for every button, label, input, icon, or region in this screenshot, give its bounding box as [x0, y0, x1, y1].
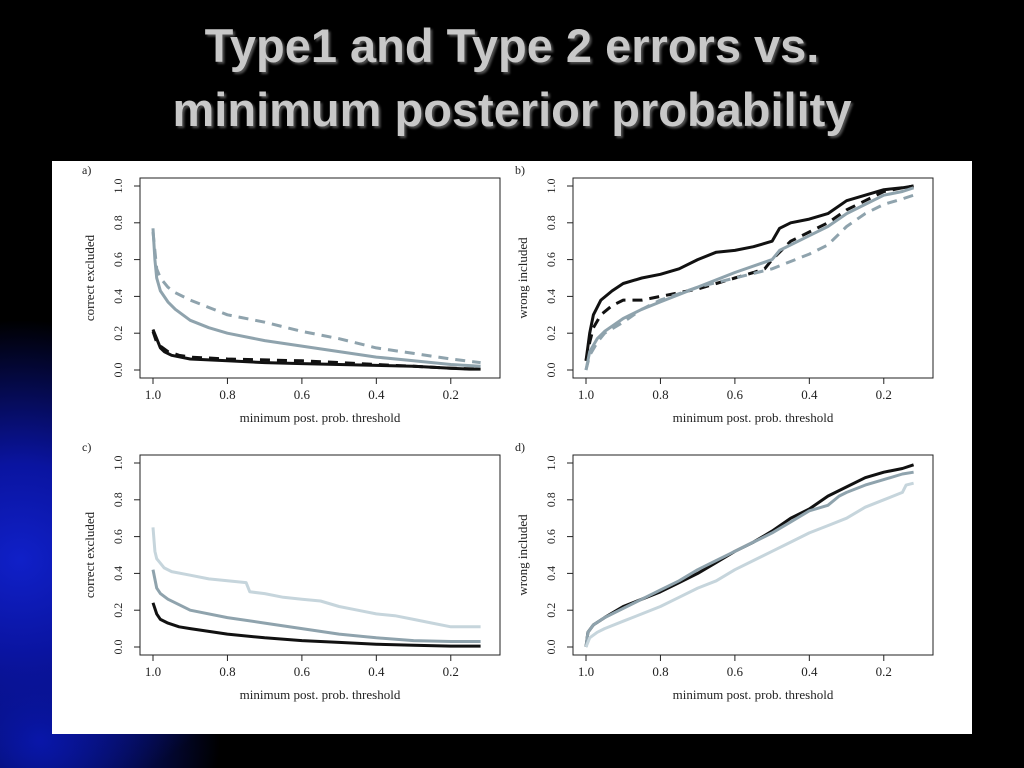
y-tick-label: 0.6 [544, 252, 558, 267]
y-tick-label: 0.2 [544, 326, 558, 341]
y-tick-label: 0.4 [544, 289, 558, 304]
y-tick-label: 0.8 [544, 215, 558, 230]
plot-frame [572, 177, 934, 379]
slide-title: Type1 and Type 2 errors vs. minimum post… [0, 14, 1024, 142]
y-tick-label: 0.2 [544, 603, 558, 618]
x-tick-label: 0.4 [801, 664, 818, 679]
y-axis-label: correct excluded [82, 511, 97, 598]
series-line [151, 527, 481, 629]
series-line [584, 193, 915, 371]
x-tick-label: 0.8 [219, 664, 235, 679]
x-tick-label: 1.0 [145, 387, 161, 402]
series-line [584, 470, 914, 648]
y-tick-label: 0.8 [111, 492, 125, 507]
x-axis-label: minimum post. prob. threshold [673, 687, 834, 702]
y-tick-label: 0.2 [111, 603, 125, 618]
y-tick-label: 0.4 [544, 566, 558, 581]
x-tick-label: 0.4 [368, 387, 385, 402]
x-tick-label: 0.6 [727, 664, 744, 679]
y-axis-label: wrong included [515, 237, 530, 319]
series-line [584, 184, 914, 362]
x-axis-label: minimum post. prob. threshold [240, 410, 401, 425]
x-tick-label: 0.8 [652, 664, 668, 679]
title-line-2: minimum posterior probability [172, 83, 852, 136]
title-line-1: Type1 and Type 2 errors vs. [204, 19, 820, 72]
plot-frame [139, 454, 501, 656]
series-line [151, 231, 481, 365]
x-tick-label: 1.0 [145, 664, 161, 679]
y-tick-label: 0.2 [111, 326, 125, 341]
y-tick-label: 0.0 [111, 640, 125, 655]
x-tick-label: 0.4 [801, 387, 818, 402]
y-tick-label: 0.6 [111, 529, 125, 544]
y-tick-label: 1.0 [544, 456, 558, 471]
x-tick-label: 1.0 [578, 387, 594, 402]
y-axis-label: correct excluded [82, 234, 97, 321]
panel-label: b) [515, 163, 525, 177]
x-tick-label: 0.2 [443, 664, 459, 679]
panel-label: c) [82, 440, 91, 454]
plot-frame [572, 454, 934, 656]
y-tick-label: 0.0 [111, 363, 125, 378]
x-axis-label: minimum post. prob. threshold [240, 687, 401, 702]
series-line [151, 569, 481, 643]
y-tick-label: 1.0 [111, 179, 125, 194]
x-tick-label: 0.2 [876, 664, 892, 679]
x-tick-label: 0.2 [443, 387, 459, 402]
y-axis-label: wrong included [515, 514, 530, 596]
y-tick-label: 0.6 [111, 252, 125, 267]
panel-label: a) [82, 163, 91, 177]
x-tick-label: 0.2 [876, 387, 892, 402]
y-tick-label: 0.4 [111, 566, 125, 581]
x-tick-label: 0.6 [294, 387, 311, 402]
plot-frame [139, 177, 501, 379]
series-line [151, 330, 481, 371]
y-tick-label: 0.8 [544, 492, 558, 507]
x-tick-label: 0.8 [219, 387, 235, 402]
series-line [584, 463, 915, 648]
y-tick-label: 0.0 [544, 640, 558, 655]
x-tick-label: 0.4 [368, 664, 385, 679]
y-tick-label: 0.8 [111, 215, 125, 230]
series-line [151, 602, 481, 648]
x-tick-label: 1.0 [578, 664, 594, 679]
x-tick-label: 0.6 [294, 664, 311, 679]
series-line [584, 481, 914, 648]
y-tick-label: 0.4 [111, 289, 125, 304]
y-tick-label: 1.0 [111, 456, 125, 471]
x-axis-label: minimum post. prob. threshold [673, 410, 834, 425]
y-tick-label: 1.0 [544, 179, 558, 194]
y-tick-label: 0.0 [544, 363, 558, 378]
figure-panel: a) 1.0 0.8 0.6 0.4 0.2 0.0 0.2 0.4 0.6 0.8 1.0 minim… [52, 161, 972, 734]
chart-figure: a) 1.0 0.8 0.6 0.4 0.2 0.0 0.2 0.4 0.6 0.8 1.0 minim… [82, 163, 934, 702]
x-tick-label: 0.6 [727, 387, 744, 402]
series-line [151, 228, 481, 368]
y-tick-label: 0.6 [544, 529, 558, 544]
x-tick-label: 0.8 [652, 387, 668, 402]
series-line [584, 184, 914, 361]
panel-label: d) [515, 440, 525, 454]
